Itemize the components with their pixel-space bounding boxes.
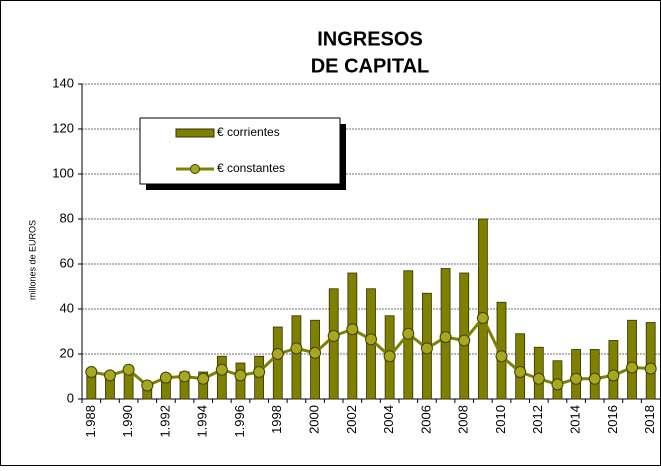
marker (383, 350, 396, 363)
marker (402, 327, 415, 340)
marker (141, 379, 154, 392)
x-tick-label: 2002 (344, 405, 359, 434)
bar (347, 272, 358, 400)
marker (551, 378, 564, 391)
bar (216, 355, 227, 400)
bar (477, 218, 488, 400)
marker (309, 346, 322, 359)
x-tick-label: 2012 (530, 405, 545, 434)
marker (458, 334, 471, 347)
marker (495, 350, 508, 363)
y-tick-label: 120 (52, 120, 74, 135)
marker (532, 372, 545, 385)
x-tick-label: 2000 (307, 405, 322, 434)
marker (85, 366, 98, 378)
x-tick-label: 2010 (493, 405, 508, 434)
marker (197, 372, 210, 385)
marker (626, 361, 639, 374)
marker (476, 312, 489, 324)
marker (290, 342, 303, 355)
marker (103, 369, 116, 382)
y-tick-label: 40 (60, 300, 74, 315)
x-tick-label: 1.992 (157, 405, 172, 438)
bar (328, 288, 339, 400)
marker (271, 348, 284, 360)
marker (178, 370, 191, 383)
bar (310, 319, 320, 400)
marker (365, 333, 377, 346)
legend-marker (190, 164, 200, 174)
x-tick-label: 2018 (642, 405, 657, 434)
marker (253, 366, 266, 378)
x-tick-label: 2016 (605, 405, 620, 434)
marker (159, 371, 172, 384)
legend-label: € constantes (217, 161, 285, 175)
x-tick-label: 1.994 (195, 405, 210, 438)
marker (122, 363, 135, 376)
bar (291, 315, 302, 400)
x-tick-label: 2014 (568, 405, 583, 434)
marker (215, 363, 228, 376)
bar (645, 322, 656, 400)
y-tick-label: 80 (60, 210, 74, 225)
x-tick-label: 1.988 (83, 405, 98, 438)
legend-label: € corrientes (217, 125, 280, 139)
marker (607, 369, 620, 382)
x-tick-label: 1.990 (120, 405, 135, 438)
marker (420, 342, 433, 355)
bar (198, 371, 209, 400)
y-tick-label: 60 (60, 255, 74, 270)
chart-title: INGRESOS (317, 28, 423, 50)
x-tick-label: 1.996 (232, 405, 247, 438)
chart-title: DE CAPITAL (311, 55, 430, 77)
legend (139, 117, 341, 185)
marker (439, 331, 452, 344)
marker (588, 372, 601, 385)
marker (346, 323, 359, 336)
bar (627, 319, 637, 400)
x-tick-label: 2004 (381, 405, 396, 434)
marker (570, 372, 583, 385)
marker (514, 366, 527, 378)
x-tick-label: 2008 (456, 405, 471, 434)
y-tick-label: 0 (67, 390, 74, 405)
legend-swatch (175, 128, 215, 138)
y-tick-label: 140 (52, 75, 74, 90)
y-axis-label: millones de EUROS (27, 220, 37, 300)
bar (272, 326, 283, 400)
marker (234, 369, 247, 382)
marker (327, 330, 340, 342)
y-tick-label: 100 (52, 165, 74, 180)
x-tick-label: 1998 (269, 405, 284, 434)
x-tick-label: 2006 (418, 405, 433, 434)
y-tick-label: 20 (60, 345, 74, 360)
marker (644, 362, 657, 375)
